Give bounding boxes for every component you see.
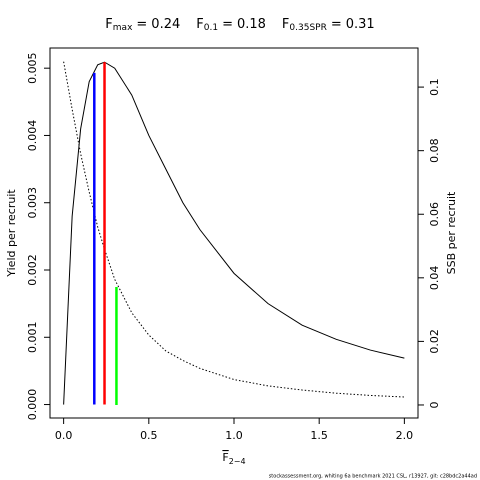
title-value: 0.24 xyxy=(151,17,180,32)
y2-tick-label: 0.06 xyxy=(428,202,441,227)
x-tick-label: 0.0 xyxy=(55,429,73,442)
title-relation: = xyxy=(136,17,147,32)
y-tick-label: 0.003 xyxy=(26,187,39,219)
y-tick-label: 0.001 xyxy=(26,322,39,354)
series-line xyxy=(63,61,405,405)
title-value: 0.31 xyxy=(346,17,375,32)
title-symbol: F xyxy=(282,17,289,32)
title-subscript: max xyxy=(113,23,133,33)
title-symbol: F xyxy=(105,17,112,32)
y2-tick-label: 0.08 xyxy=(428,138,441,163)
y2-tick-label: 0 xyxy=(428,401,441,408)
y-tick-label: 0.000 xyxy=(26,389,39,421)
y2-tick-label: 0.02 xyxy=(428,329,441,354)
x-tick-label: 1.0 xyxy=(225,429,243,442)
x-tick-label: 1.5 xyxy=(310,429,328,442)
chart-title: Fmax = 0.24 F0.1 = 0.18 F0.35SPR = 0.31 xyxy=(105,17,374,33)
series-line xyxy=(63,61,405,398)
y2-tick-label: 0.1 xyxy=(428,78,441,96)
title-subscript: 0.1 xyxy=(204,23,218,33)
y-tick-label: 0.002 xyxy=(26,254,39,286)
y-tick-label: 0.004 xyxy=(26,120,39,152)
x-label-subscript: 2−4 xyxy=(229,457,246,466)
x-label-symbol: F xyxy=(222,451,228,464)
x-axis-label: F2−4 xyxy=(222,451,245,466)
x-tick-label: 0.5 xyxy=(140,429,158,442)
title-symbol: F xyxy=(196,17,203,32)
footnote: stockassessment.org, whiting 6a benchmar… xyxy=(269,474,477,480)
y2-tick-label: 0.04 xyxy=(428,266,441,291)
y-tick-label: 0.005 xyxy=(26,52,39,84)
title-relation: = xyxy=(222,17,233,32)
y2-axis-label: SSB per recruit xyxy=(445,191,458,274)
title-relation: = xyxy=(331,17,342,32)
title-subscript: 0.35SPR xyxy=(289,23,326,33)
title-value: 0.18 xyxy=(237,17,266,32)
x-tick-label: 2.0 xyxy=(396,429,414,442)
y-axis-label: Yield per recruit xyxy=(5,189,18,278)
